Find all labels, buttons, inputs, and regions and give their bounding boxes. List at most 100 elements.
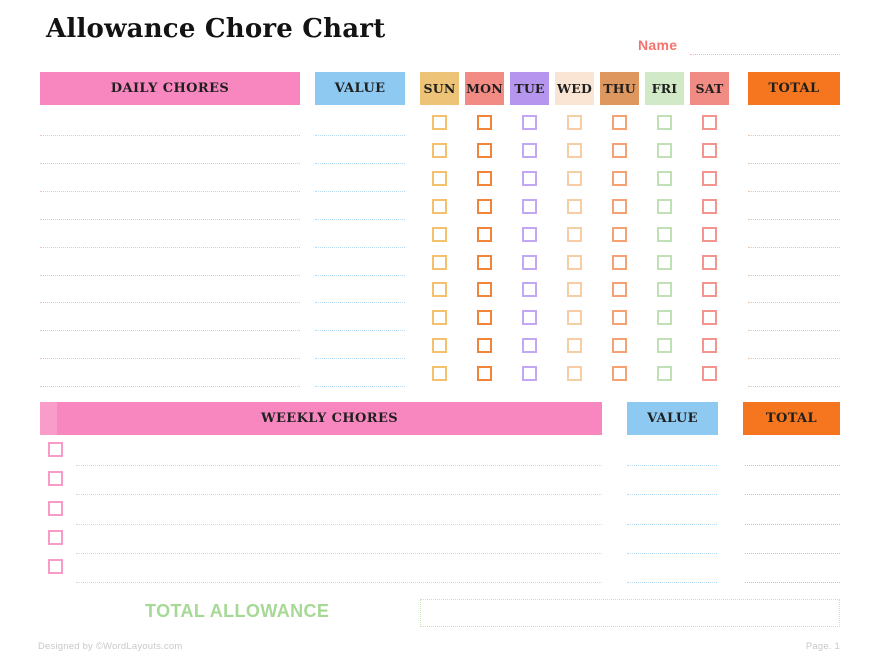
- daily-total-line-row6[interactable]: [748, 275, 840, 276]
- daily-checkbox-tue-row1[interactable]: [522, 115, 537, 130]
- daily-value-line-row6[interactable]: [315, 275, 405, 276]
- weekly-chore-line-row2[interactable]: [76, 494, 602, 495]
- daily-checkbox-tue-row6[interactable]: [522, 255, 537, 270]
- daily-checkbox-sun-row5[interactable]: [432, 227, 447, 242]
- daily-chore-line-row4[interactable]: [40, 219, 300, 220]
- daily-checkbox-thu-row4[interactable]: [612, 199, 627, 214]
- daily-checkbox-wed-row7[interactable]: [567, 282, 582, 297]
- daily-checkbox-mon-row9[interactable]: [477, 338, 492, 353]
- daily-checkbox-wed-row1[interactable]: [567, 115, 582, 130]
- daily-checkbox-fri-row5[interactable]: [657, 227, 672, 242]
- daily-value-line-row2[interactable]: [315, 163, 405, 164]
- daily-checkbox-sun-row2[interactable]: [432, 143, 447, 158]
- daily-value-line-row7[interactable]: [315, 302, 405, 303]
- daily-checkbox-wed-row6[interactable]: [567, 255, 582, 270]
- daily-checkbox-tue-row8[interactable]: [522, 310, 537, 325]
- weekly-value-line-row3[interactable]: [627, 524, 717, 525]
- daily-checkbox-sat-row7[interactable]: [702, 282, 717, 297]
- daily-checkbox-fri-row7[interactable]: [657, 282, 672, 297]
- daily-chore-line-row1[interactable]: [40, 135, 300, 136]
- weekly-value-line-row1[interactable]: [627, 465, 717, 466]
- daily-checkbox-sat-row5[interactable]: [702, 227, 717, 242]
- daily-checkbox-mon-row5[interactable]: [477, 227, 492, 242]
- daily-checkbox-sat-row3[interactable]: [702, 171, 717, 186]
- daily-chore-line-row8[interactable]: [40, 330, 300, 331]
- daily-value-line-row4[interactable]: [315, 219, 405, 220]
- daily-checkbox-thu-row8[interactable]: [612, 310, 627, 325]
- daily-value-line-row5[interactable]: [315, 247, 405, 248]
- daily-checkbox-sun-row1[interactable]: [432, 115, 447, 130]
- daily-checkbox-wed-row2[interactable]: [567, 143, 582, 158]
- daily-checkbox-sun-row7[interactable]: [432, 282, 447, 297]
- daily-checkbox-wed-row3[interactable]: [567, 171, 582, 186]
- daily-chore-line-row5[interactable]: [40, 247, 300, 248]
- total-allowance-box[interactable]: [420, 599, 840, 627]
- daily-value-line-row9[interactable]: [315, 358, 405, 359]
- daily-value-line-row10[interactable]: [315, 386, 405, 387]
- daily-checkbox-sat-row9[interactable]: [702, 338, 717, 353]
- daily-checkbox-mon-row7[interactable]: [477, 282, 492, 297]
- weekly-chore-line-row5[interactable]: [76, 582, 602, 583]
- daily-checkbox-sat-row4[interactable]: [702, 199, 717, 214]
- weekly-checkbox-row5[interactable]: [48, 559, 63, 574]
- daily-checkbox-sat-row6[interactable]: [702, 255, 717, 270]
- daily-checkbox-sat-row1[interactable]: [702, 115, 717, 130]
- daily-checkbox-thu-row9[interactable]: [612, 338, 627, 353]
- daily-checkbox-tue-row4[interactable]: [522, 199, 537, 214]
- weekly-value-line-row4[interactable]: [627, 553, 717, 554]
- weekly-chore-line-row1[interactable]: [76, 465, 602, 466]
- name-input-line[interactable]: [690, 37, 840, 55]
- weekly-total-line-row1[interactable]: [745, 465, 840, 466]
- daily-checkbox-thu-row7[interactable]: [612, 282, 627, 297]
- daily-total-line-row1[interactable]: [748, 135, 840, 136]
- daily-chore-line-row10[interactable]: [40, 386, 300, 387]
- daily-chore-line-row2[interactable]: [40, 163, 300, 164]
- daily-checkbox-thu-row6[interactable]: [612, 255, 627, 270]
- daily-checkbox-thu-row2[interactable]: [612, 143, 627, 158]
- daily-checkbox-mon-row3[interactable]: [477, 171, 492, 186]
- weekly-checkbox-row1[interactable]: [48, 442, 63, 457]
- weekly-value-line-row5[interactable]: [627, 582, 717, 583]
- daily-checkbox-wed-row10[interactable]: [567, 366, 582, 381]
- daily-checkbox-sun-row10[interactable]: [432, 366, 447, 381]
- weekly-chore-line-row3[interactable]: [76, 524, 602, 525]
- daily-checkbox-fri-row2[interactable]: [657, 143, 672, 158]
- daily-checkbox-wed-row8[interactable]: [567, 310, 582, 325]
- weekly-checkbox-row2[interactable]: [48, 471, 63, 486]
- daily-checkbox-wed-row5[interactable]: [567, 227, 582, 242]
- daily-checkbox-thu-row5[interactable]: [612, 227, 627, 242]
- daily-chore-line-row7[interactable]: [40, 302, 300, 303]
- daily-total-line-row9[interactable]: [748, 358, 840, 359]
- daily-checkbox-sat-row2[interactable]: [702, 143, 717, 158]
- daily-checkbox-sun-row4[interactable]: [432, 199, 447, 214]
- daily-checkbox-thu-row3[interactable]: [612, 171, 627, 186]
- daily-checkbox-tue-row3[interactable]: [522, 171, 537, 186]
- weekly-total-line-row4[interactable]: [745, 553, 840, 554]
- daily-chore-line-row3[interactable]: [40, 191, 300, 192]
- daily-checkbox-fri-row3[interactable]: [657, 171, 672, 186]
- daily-checkbox-wed-row4[interactable]: [567, 199, 582, 214]
- daily-checkbox-sun-row8[interactable]: [432, 310, 447, 325]
- daily-checkbox-thu-row10[interactable]: [612, 366, 627, 381]
- daily-value-line-row1[interactable]: [315, 135, 405, 136]
- daily-checkbox-tue-row5[interactable]: [522, 227, 537, 242]
- weekly-chore-line-row4[interactable]: [76, 553, 602, 554]
- weekly-total-line-row2[interactable]: [745, 494, 840, 495]
- daily-checkbox-fri-row1[interactable]: [657, 115, 672, 130]
- daily-checkbox-tue-row10[interactable]: [522, 366, 537, 381]
- daily-checkbox-sat-row8[interactable]: [702, 310, 717, 325]
- daily-value-line-row3[interactable]: [315, 191, 405, 192]
- daily-checkbox-fri-row9[interactable]: [657, 338, 672, 353]
- daily-checkbox-fri-row10[interactable]: [657, 366, 672, 381]
- daily-checkbox-fri-row4[interactable]: [657, 199, 672, 214]
- weekly-checkbox-row4[interactable]: [48, 530, 63, 545]
- daily-total-line-row4[interactable]: [748, 219, 840, 220]
- daily-checkbox-mon-row6[interactable]: [477, 255, 492, 270]
- daily-checkbox-fri-row8[interactable]: [657, 310, 672, 325]
- daily-checkbox-tue-row2[interactable]: [522, 143, 537, 158]
- daily-checkbox-mon-row10[interactable]: [477, 366, 492, 381]
- daily-chore-line-row9[interactable]: [40, 358, 300, 359]
- daily-total-line-row3[interactable]: [748, 191, 840, 192]
- daily-total-line-row10[interactable]: [748, 386, 840, 387]
- daily-checkbox-wed-row9[interactable]: [567, 338, 582, 353]
